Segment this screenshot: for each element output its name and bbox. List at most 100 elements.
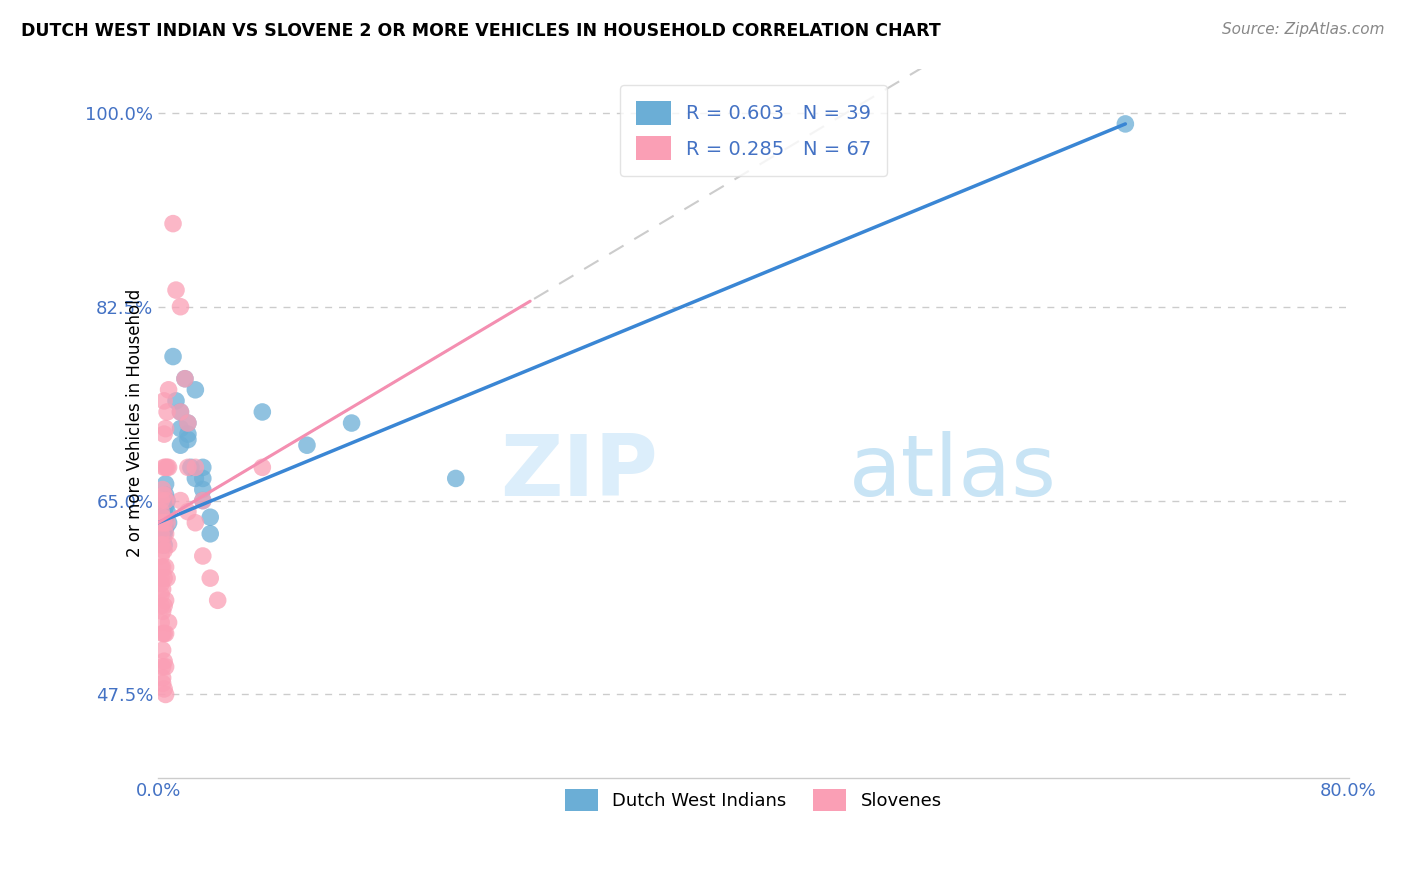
Point	[157, 383, 180, 397]
Point	[153, 599, 176, 613]
Point	[155, 521, 177, 535]
Point	[155, 499, 177, 513]
Point	[153, 493, 176, 508]
Text: DUTCH WEST INDIAN VS SLOVENE 2 OR MORE VEHICLES IN HOUSEHOLD CORRELATION CHART: DUTCH WEST INDIAN VS SLOVENE 2 OR MORE V…	[21, 22, 941, 40]
Point	[153, 526, 176, 541]
Point	[155, 493, 177, 508]
Point	[200, 526, 222, 541]
Point	[200, 571, 222, 585]
Point	[150, 549, 173, 563]
Point	[150, 516, 173, 530]
Point	[177, 433, 200, 447]
Point	[150, 493, 173, 508]
Point	[152, 604, 174, 618]
Point	[152, 510, 174, 524]
Point	[152, 538, 174, 552]
Point	[153, 488, 176, 502]
Point	[174, 372, 197, 386]
Point	[150, 560, 173, 574]
Point	[191, 460, 214, 475]
Point	[177, 427, 200, 442]
Point	[252, 460, 274, 475]
Point	[155, 688, 177, 702]
Point	[155, 477, 177, 491]
Legend: Dutch West Indians, Slovenes: Dutch West Indians, Slovenes	[551, 774, 956, 825]
Point	[152, 582, 174, 597]
Point	[162, 217, 184, 231]
Point	[177, 505, 200, 519]
Point	[156, 493, 179, 508]
Point	[165, 393, 187, 408]
Point	[153, 505, 176, 519]
Point	[152, 533, 174, 547]
Point	[1114, 117, 1136, 131]
Point	[191, 493, 214, 508]
Point	[153, 654, 176, 668]
Point	[153, 681, 176, 696]
Point	[156, 505, 179, 519]
Point	[191, 471, 214, 485]
Point	[169, 300, 191, 314]
Point	[155, 488, 177, 502]
Point	[157, 538, 180, 552]
Point	[162, 350, 184, 364]
Point	[157, 516, 180, 530]
Point	[152, 521, 174, 535]
Point	[153, 460, 176, 475]
Point	[155, 526, 177, 541]
Point	[155, 626, 177, 640]
Point	[169, 438, 191, 452]
Point	[155, 421, 177, 435]
Point	[174, 372, 197, 386]
Point	[150, 505, 173, 519]
Point	[155, 510, 177, 524]
Point	[184, 383, 207, 397]
Point	[150, 576, 173, 591]
Point	[444, 471, 467, 485]
Point	[150, 588, 173, 602]
Point	[153, 427, 176, 442]
Point	[157, 615, 180, 630]
Point	[152, 626, 174, 640]
Point	[156, 460, 179, 475]
Point	[191, 493, 214, 508]
Point	[207, 593, 229, 607]
Point	[153, 626, 176, 640]
Point	[177, 416, 200, 430]
Y-axis label: 2 or more Vehicles in Household: 2 or more Vehicles in Household	[127, 289, 145, 558]
Point	[152, 676, 174, 690]
Text: ZIP: ZIP	[501, 431, 658, 514]
Point	[200, 510, 222, 524]
Point	[295, 438, 318, 452]
Point	[152, 660, 174, 674]
Point	[152, 560, 174, 574]
Point	[150, 526, 173, 541]
Point	[152, 643, 174, 657]
Point	[153, 393, 176, 408]
Point	[150, 516, 173, 530]
Point	[153, 516, 176, 530]
Point	[150, 538, 173, 552]
Point	[184, 460, 207, 475]
Point	[169, 493, 191, 508]
Text: Source: ZipAtlas.com: Source: ZipAtlas.com	[1222, 22, 1385, 37]
Point	[153, 538, 176, 552]
Point	[191, 483, 214, 497]
Point	[169, 405, 191, 419]
Point	[155, 593, 177, 607]
Point	[252, 405, 274, 419]
Point	[152, 671, 174, 685]
Point	[184, 471, 207, 485]
Point	[191, 549, 214, 563]
Point	[155, 560, 177, 574]
Point	[150, 599, 173, 613]
Point	[153, 543, 176, 558]
Point	[156, 516, 179, 530]
Point	[156, 405, 179, 419]
Point	[180, 460, 202, 475]
Point	[165, 283, 187, 297]
Point	[155, 660, 177, 674]
Point	[169, 421, 191, 435]
Point	[153, 571, 176, 585]
Point	[156, 571, 179, 585]
